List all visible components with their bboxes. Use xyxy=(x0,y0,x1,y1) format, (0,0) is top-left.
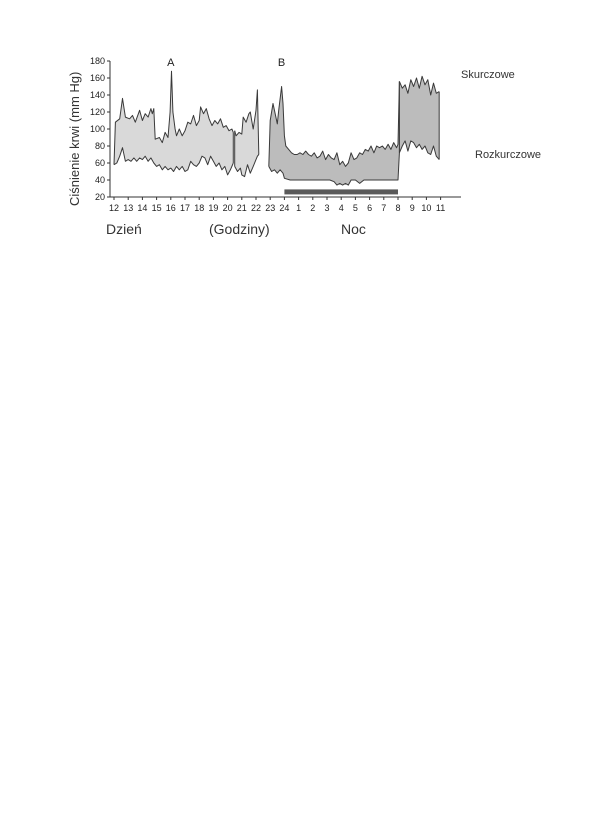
y-tick-labels: 20 40 60 80 100 120 140 160 180 xyxy=(90,56,110,202)
y-tick-label: 20 xyxy=(95,192,105,202)
hours-label: (Godziny) xyxy=(209,221,270,237)
diastolic-label: Rozkurczowe xyxy=(475,149,541,161)
x-tick-label: 18 xyxy=(194,203,204,213)
x-tick-label: 1 xyxy=(296,203,301,213)
y-tick-label: 40 xyxy=(95,175,105,185)
systolic-line-1 xyxy=(113,70,234,165)
y-tick-label: 180 xyxy=(90,56,105,66)
night-label: Noc xyxy=(341,221,366,237)
x-tick-label: 7 xyxy=(381,203,386,213)
pressure-bands xyxy=(113,70,440,186)
x-tick-label: 12 xyxy=(109,203,119,213)
x-tick-label: 17 xyxy=(180,203,190,213)
x-tick-label: 19 xyxy=(208,203,218,213)
x-tick-label: 15 xyxy=(152,203,162,213)
x-tick-label: 3 xyxy=(324,203,329,213)
x-tick-label: 24 xyxy=(279,203,289,213)
systolic-line-2 xyxy=(234,89,260,155)
pressure-band-4 xyxy=(399,76,440,160)
pressure-band-3 xyxy=(268,81,400,186)
systolic-line-3 xyxy=(268,81,400,167)
y-tick-label: 120 xyxy=(90,107,105,117)
x-tick-label: 22 xyxy=(251,203,261,213)
systolic-line-4 xyxy=(398,75,440,96)
y-tick-label: 160 xyxy=(90,73,105,83)
sleep-bar xyxy=(284,189,398,195)
x-tick-label: 20 xyxy=(223,203,233,213)
pressure-band-2 xyxy=(234,89,259,177)
x-tick-labels: 12 13 14 15 16 17 18 19 20 21 22 23 24 1 2 3 4 5 6 7 8 9 10 11 xyxy=(109,197,445,213)
systolic-label: Skurczowe xyxy=(461,69,515,81)
x-tick-label: 8 xyxy=(395,203,400,213)
x-tick-label: 14 xyxy=(137,203,147,213)
x-tick-label: 9 xyxy=(410,203,415,213)
x-tick-label: 21 xyxy=(237,203,247,213)
diastolic-line-2 xyxy=(234,154,260,178)
day-label: Dzień xyxy=(106,221,142,237)
pressure-band-1 xyxy=(114,71,234,175)
x-tick-label: 11 xyxy=(436,203,445,213)
diastolic-line-4 xyxy=(398,140,440,160)
x-tick-label: 6 xyxy=(367,203,372,213)
sleep-bar-layer xyxy=(284,189,398,195)
y-tick-label: 60 xyxy=(95,158,105,168)
annotation-a: A xyxy=(167,57,175,69)
x-tick-label: 23 xyxy=(265,203,275,213)
diastolic-line-3 xyxy=(268,152,400,186)
diastolic-line-1 xyxy=(113,147,234,176)
x-tick-label: 4 xyxy=(339,203,344,213)
y-axis-label: Ciśnienie krwi (mm Hg) xyxy=(67,72,82,206)
y-tick-label: 100 xyxy=(90,124,105,134)
annotation-b: B xyxy=(278,57,285,69)
x-tick-label: 16 xyxy=(166,203,176,213)
x-tick-label: 10 xyxy=(421,203,431,213)
y-tick-label: 80 xyxy=(95,141,105,151)
x-tick-label: 5 xyxy=(353,203,358,213)
x-tick-label: 2 xyxy=(310,203,315,213)
y-tick-label: 140 xyxy=(90,90,105,100)
x-tick-label: 13 xyxy=(123,203,133,213)
